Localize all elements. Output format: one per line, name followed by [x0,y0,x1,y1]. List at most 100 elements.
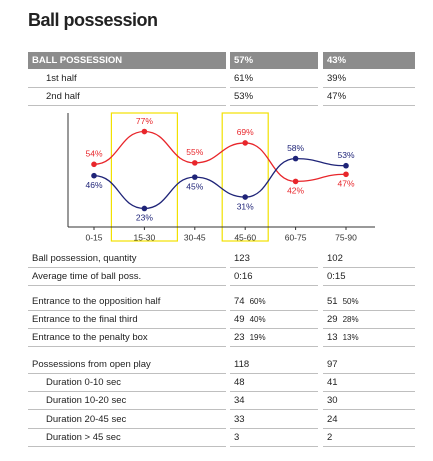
row-divider [28,267,226,268]
percent: 40% [249,315,266,325]
row-divider [323,285,415,287]
row-divider [28,328,226,330]
data-point [242,140,248,146]
row-divider [323,87,415,88]
row-label: 2nd half [46,91,80,102]
row-divider [230,409,318,411]
row-divider [323,373,415,374]
value-cell: 0:16 [234,271,253,283]
header-cell: BALL POSSESSION [28,52,226,69]
header-cell: 57% [230,52,318,69]
value-cell: 13 13% [327,329,359,346]
page-title: Ball possession [28,10,158,30]
row-divider [323,105,415,106]
x-tick-label: 15-30 [134,232,156,242]
count: 74 [234,296,245,307]
row-divider [28,445,226,447]
data-label: 47% [337,179,354,189]
percent: 13% [342,333,359,343]
row-label: Duration 0-10 sec [46,377,121,389]
data-label: 58% [287,143,304,153]
header-cell: 43% [323,52,415,69]
value-cell: 30 [327,395,338,407]
data-point [192,174,198,180]
row-label: Possessions from open play [32,359,151,370]
chart: 0-15 15-30 30-45 45-60 60-75 75-90 54% 77% 55% 69… [67,112,375,242]
row-divider [28,87,226,88]
data-label: 31% [237,201,254,211]
percent: 28% [342,315,359,325]
row-divider [323,328,415,330]
x-tick-label: 0-15 [85,232,102,242]
data-label: 23% [136,213,153,223]
series-line [93,130,347,183]
data-label: 42% [287,186,304,196]
row-divider [28,310,226,311]
row-label: Duration 10-20 sec [46,395,127,407]
value-cell: 123 [234,253,250,264]
row-divider [323,391,415,393]
row-divider [323,346,415,348]
row-divider [230,285,318,287]
row-divider [28,346,226,348]
row-divider [230,391,318,393]
percent: 50% [342,297,359,306]
row-label: Duration 20-45 sec [46,413,127,425]
count: 13 [327,332,338,344]
row-divider [28,105,226,106]
x-tick-label: 75-90 [335,232,357,242]
row-divider [230,105,318,106]
value-cell: 39% [327,73,347,84]
count: 51 [327,296,338,307]
count: 49 [234,314,245,326]
value-cell: 49 40% [234,311,266,328]
value-cell: 53% [234,91,254,102]
value-cell: 118 [234,359,250,370]
value-cell: 74 60% [234,293,266,310]
data-point [91,161,97,168]
data-point [343,162,349,169]
percent: 19% [249,333,266,343]
value-cell: 61% [234,73,254,84]
highlight-box [110,112,179,242]
row-divider [230,267,318,268]
row-divider [230,427,318,429]
value-cell: 24 [327,413,338,425]
value-cell: 102 [327,253,343,264]
value-cell: 97 [327,359,338,370]
x-tick-label: 60-75 [285,232,307,242]
x-tick-label: 30-45 [184,232,206,242]
row-divider [323,310,415,311]
percent: 60% [249,297,266,306]
value-cell: 2 [327,431,333,443]
data-label: 45% [186,181,203,191]
row-divider [323,409,415,411]
data-point [141,128,148,135]
data-point [141,205,148,212]
value-cell: 3 [234,431,240,443]
row-label: Entrance to the final third [32,314,138,326]
series-line [93,157,347,210]
value-cell: 41 [327,377,338,389]
row-divider [28,391,226,393]
row-label: Entrance to the penalty box [32,332,148,344]
value-cell: 33 [234,413,245,425]
count: 23 [234,332,245,344]
row-divider [230,87,318,88]
value-cell: 0:15 [327,271,346,283]
data-point [292,178,299,185]
value-cell: 48 [234,377,245,389]
row-divider [230,445,318,447]
row-divider [323,427,415,429]
row-divider [230,373,318,374]
row-divider [28,285,226,287]
value-cell: 51 50% [327,293,359,310]
data-label: 54% [85,149,102,159]
value-cell: 34 [234,395,245,407]
data-point [292,155,299,162]
row-label: Duration > 45 sec [46,431,121,443]
row-divider [28,409,226,411]
row-label: Entrance to the opposition half [32,296,161,307]
data-point [192,160,198,166]
data-point [91,172,97,179]
